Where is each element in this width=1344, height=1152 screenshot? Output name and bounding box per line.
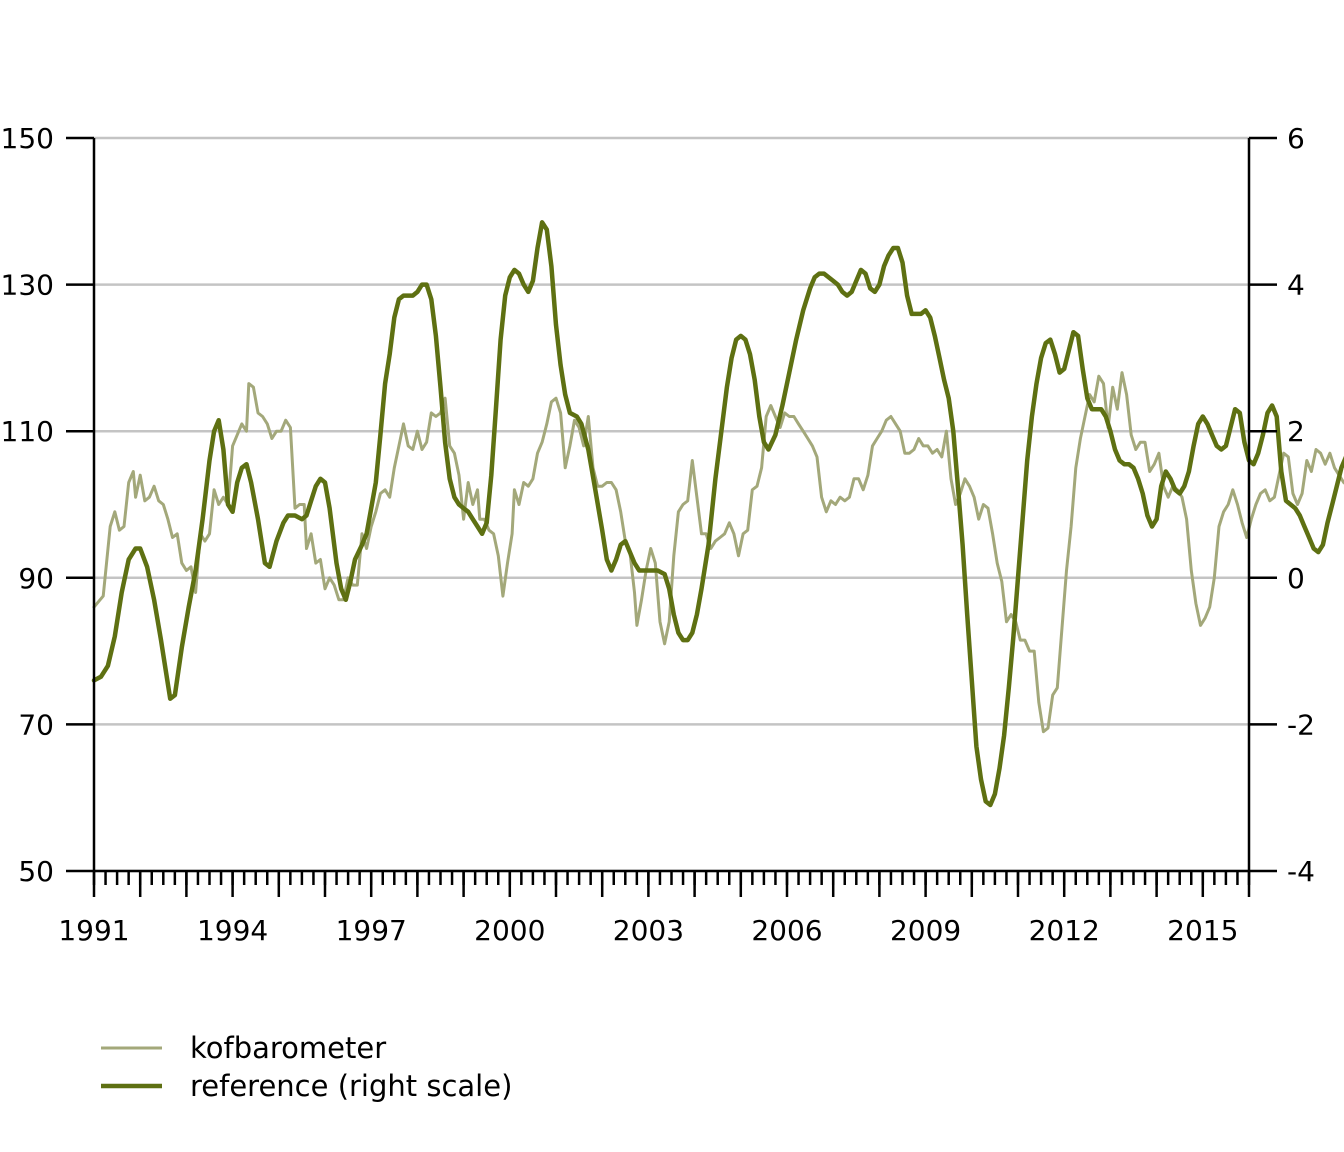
tick-labels: 50 70 90 110 130 150 -4 -2 0 2 4 6 1991 1994 1997 2000 2…	[1, 122, 1315, 947]
x-tick-label-2000: 2000	[474, 914, 545, 947]
kofbarometer-line	[92, 371, 1344, 734]
x-tick-label-2003: 2003	[613, 914, 684, 947]
x-tick-label-2012: 2012	[1029, 914, 1100, 947]
y-left-tick-label: 50	[18, 855, 54, 888]
y-right-tick-label: 4	[1287, 269, 1305, 302]
y-right-tick-label: -4	[1287, 855, 1315, 888]
x-tick-label-2009: 2009	[890, 914, 961, 947]
y-right-tick-label: 2	[1287, 415, 1305, 448]
y-right-tick-label: -2	[1287, 708, 1315, 741]
x-tick-label-1991: 1991	[58, 914, 129, 947]
y-left-tick-label: 130	[1, 269, 54, 302]
axes	[66, 136, 1277, 897]
y-right-tick-label: 0	[1287, 562, 1305, 595]
x-tick-label-2015: 2015	[1167, 914, 1238, 947]
gridlines	[94, 136, 1249, 873]
y-left-tick-label: 150	[1, 122, 54, 155]
legend-label-1: reference (right scale)	[190, 1069, 512, 1103]
legend-label-0: kofbarometer	[190, 1031, 386, 1065]
legend: kofbarometer reference (right scale)	[101, 1031, 512, 1103]
x-tick-label-2006: 2006	[751, 914, 822, 947]
y-left-tick-label: 90	[18, 562, 54, 595]
reference-line	[91, 220, 1344, 808]
x-tick-label-1994: 1994	[197, 914, 268, 947]
y-right-tick-label: 6	[1287, 122, 1305, 155]
x-tick-label-1997: 1997	[336, 914, 407, 947]
series-lines	[91, 220, 1344, 808]
y-left-tick-label: 110	[1, 415, 54, 448]
y-left-tick-label: 70	[18, 708, 54, 741]
